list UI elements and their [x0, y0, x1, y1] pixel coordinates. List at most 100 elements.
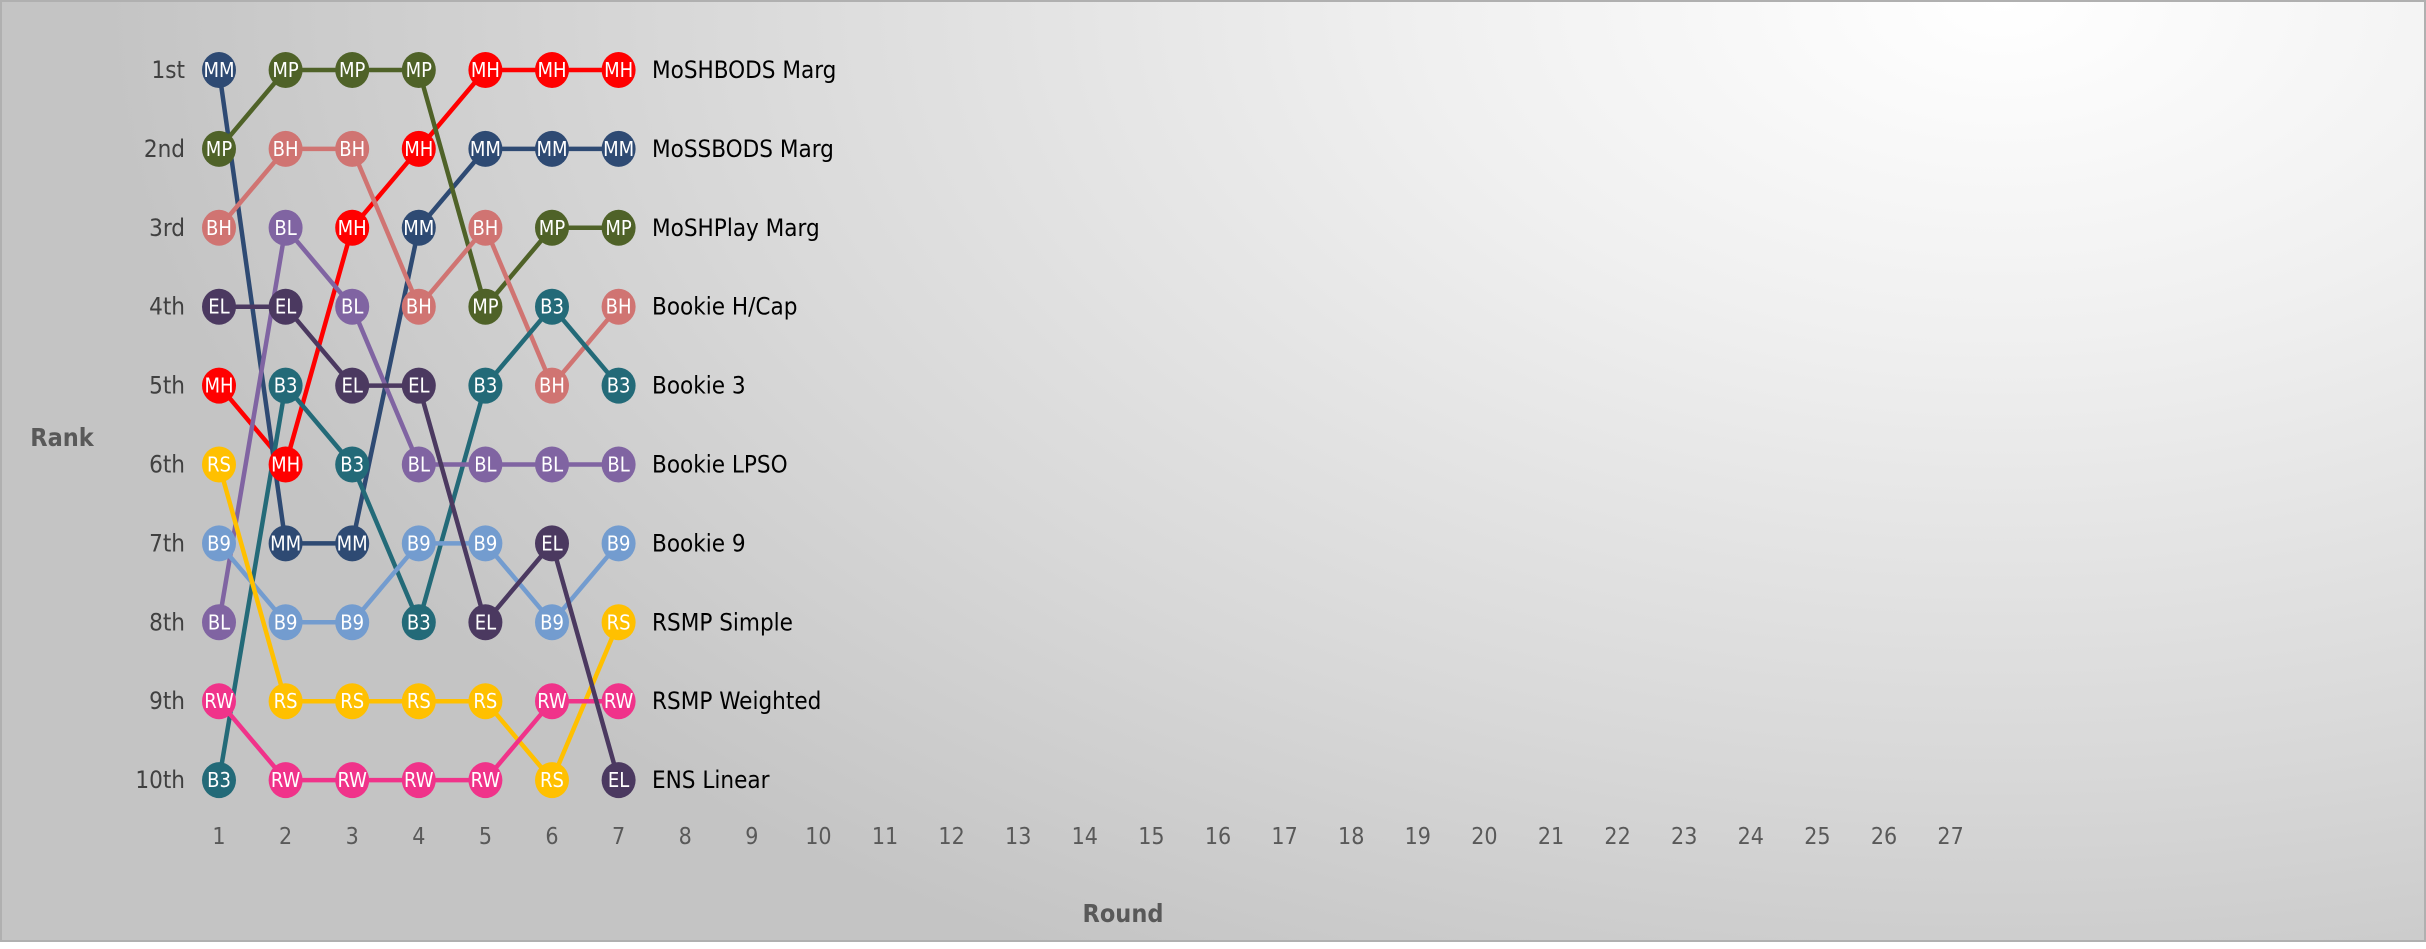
data-label: RW — [404, 768, 434, 792]
data-point — [601, 209, 636, 246]
data-label: MM — [603, 137, 634, 161]
data-point — [268, 52, 303, 88]
data-label: MP — [206, 137, 233, 161]
x-tick-label: 10 — [805, 824, 831, 850]
data-label: B3 — [274, 374, 298, 398]
data-label: BH — [206, 216, 232, 240]
data-label: EL — [342, 374, 363, 398]
series-name-label: Bookie 9 — [652, 529, 746, 557]
data-label: MP — [539, 216, 566, 240]
data-label: MH — [271, 453, 300, 477]
data-point — [535, 367, 569, 404]
x-tick-label: 4 — [412, 824, 425, 850]
x-tick-label: 26 — [1871, 824, 1897, 850]
data-point — [401, 446, 436, 483]
data-label: RW — [537, 689, 567, 713]
data-label: MH — [404, 137, 433, 161]
x-tick-label: 18 — [1338, 824, 1364, 850]
data-label: MH — [338, 216, 367, 240]
data-point — [535, 525, 569, 562]
data-point — [268, 762, 303, 799]
data-point — [268, 446, 303, 483]
data-label: RS — [207, 453, 231, 477]
data-point — [401, 288, 436, 325]
x-tick-label: 15 — [1138, 824, 1164, 850]
data-label: RS — [274, 689, 298, 713]
data-point — [601, 604, 636, 641]
data-point — [535, 762, 569, 799]
data-point — [535, 604, 569, 641]
data-label: BL — [474, 453, 496, 477]
data-point — [202, 52, 236, 88]
data-label: EL — [541, 531, 562, 555]
x-tick-label: 1 — [212, 824, 225, 850]
data-point — [535, 446, 569, 483]
data-label: BL — [341, 295, 363, 319]
data-label: MH — [537, 58, 566, 82]
data-point — [268, 683, 303, 720]
x-tick-label: 14 — [1072, 824, 1098, 850]
data-point — [202, 683, 236, 720]
data-label: BH — [406, 295, 432, 319]
data-label: B9 — [340, 610, 364, 634]
data-point — [335, 209, 370, 246]
data-label: B9 — [540, 610, 564, 634]
data-label: BL — [541, 453, 563, 477]
data-point — [335, 604, 370, 641]
data-label: MP — [605, 216, 632, 240]
x-tick-label: 17 — [1271, 824, 1297, 850]
data-label: RS — [607, 610, 631, 634]
x-tick-label: 16 — [1205, 824, 1231, 850]
data-label: B3 — [407, 610, 431, 634]
data-label: EL — [208, 295, 229, 319]
data-label: RS — [407, 689, 431, 713]
data-label: RW — [271, 768, 301, 792]
data-point — [401, 130, 436, 167]
data-label: MM — [470, 137, 501, 161]
x-tick-label: 20 — [1471, 824, 1497, 850]
data-label: B9 — [607, 531, 631, 555]
x-tick-label: 9 — [745, 824, 758, 850]
data-point — [468, 288, 503, 325]
data-point — [268, 525, 303, 562]
data-label: RW — [337, 768, 367, 792]
data-label: MH — [604, 58, 633, 82]
data-label: B3 — [474, 374, 498, 398]
data-point — [468, 604, 503, 641]
data-label: B9 — [407, 531, 431, 555]
data-point — [401, 525, 436, 562]
data-point — [601, 446, 636, 483]
data-point — [335, 683, 370, 720]
data-point — [202, 367, 236, 404]
data-label: EL — [408, 374, 429, 398]
data-label: MP — [472, 295, 499, 319]
data-point — [535, 288, 569, 325]
data-label: B9 — [474, 531, 498, 555]
data-label: B3 — [607, 374, 631, 398]
x-tick-label: 22 — [1604, 824, 1630, 850]
x-tick-label: 21 — [1538, 824, 1564, 850]
series-name-label: RSMP Simple — [652, 608, 793, 636]
data-point — [601, 367, 636, 404]
y-axis-title: Rank — [30, 423, 95, 452]
data-point — [202, 604, 236, 641]
data-point — [268, 130, 303, 167]
x-tick-label: 3 — [346, 824, 359, 850]
series-name-label: ENS Linear — [652, 766, 770, 794]
data-point — [601, 525, 636, 562]
data-label: BH — [339, 137, 365, 161]
x-tick-label: 13 — [1005, 824, 1031, 850]
data-point — [401, 367, 436, 404]
x-tick-label: 2 — [279, 824, 292, 850]
data-label: BH — [539, 374, 565, 398]
data-point — [468, 762, 503, 799]
data-point — [202, 762, 236, 799]
y-tick-label: 5th — [149, 372, 185, 400]
y-tick-label: 7th — [149, 529, 185, 557]
y-tick-label: 10th — [135, 766, 185, 794]
data-point — [601, 683, 636, 720]
data-point — [535, 130, 569, 167]
data-point — [401, 762, 436, 799]
data-label: RW — [604, 689, 634, 713]
data-point — [335, 52, 370, 88]
